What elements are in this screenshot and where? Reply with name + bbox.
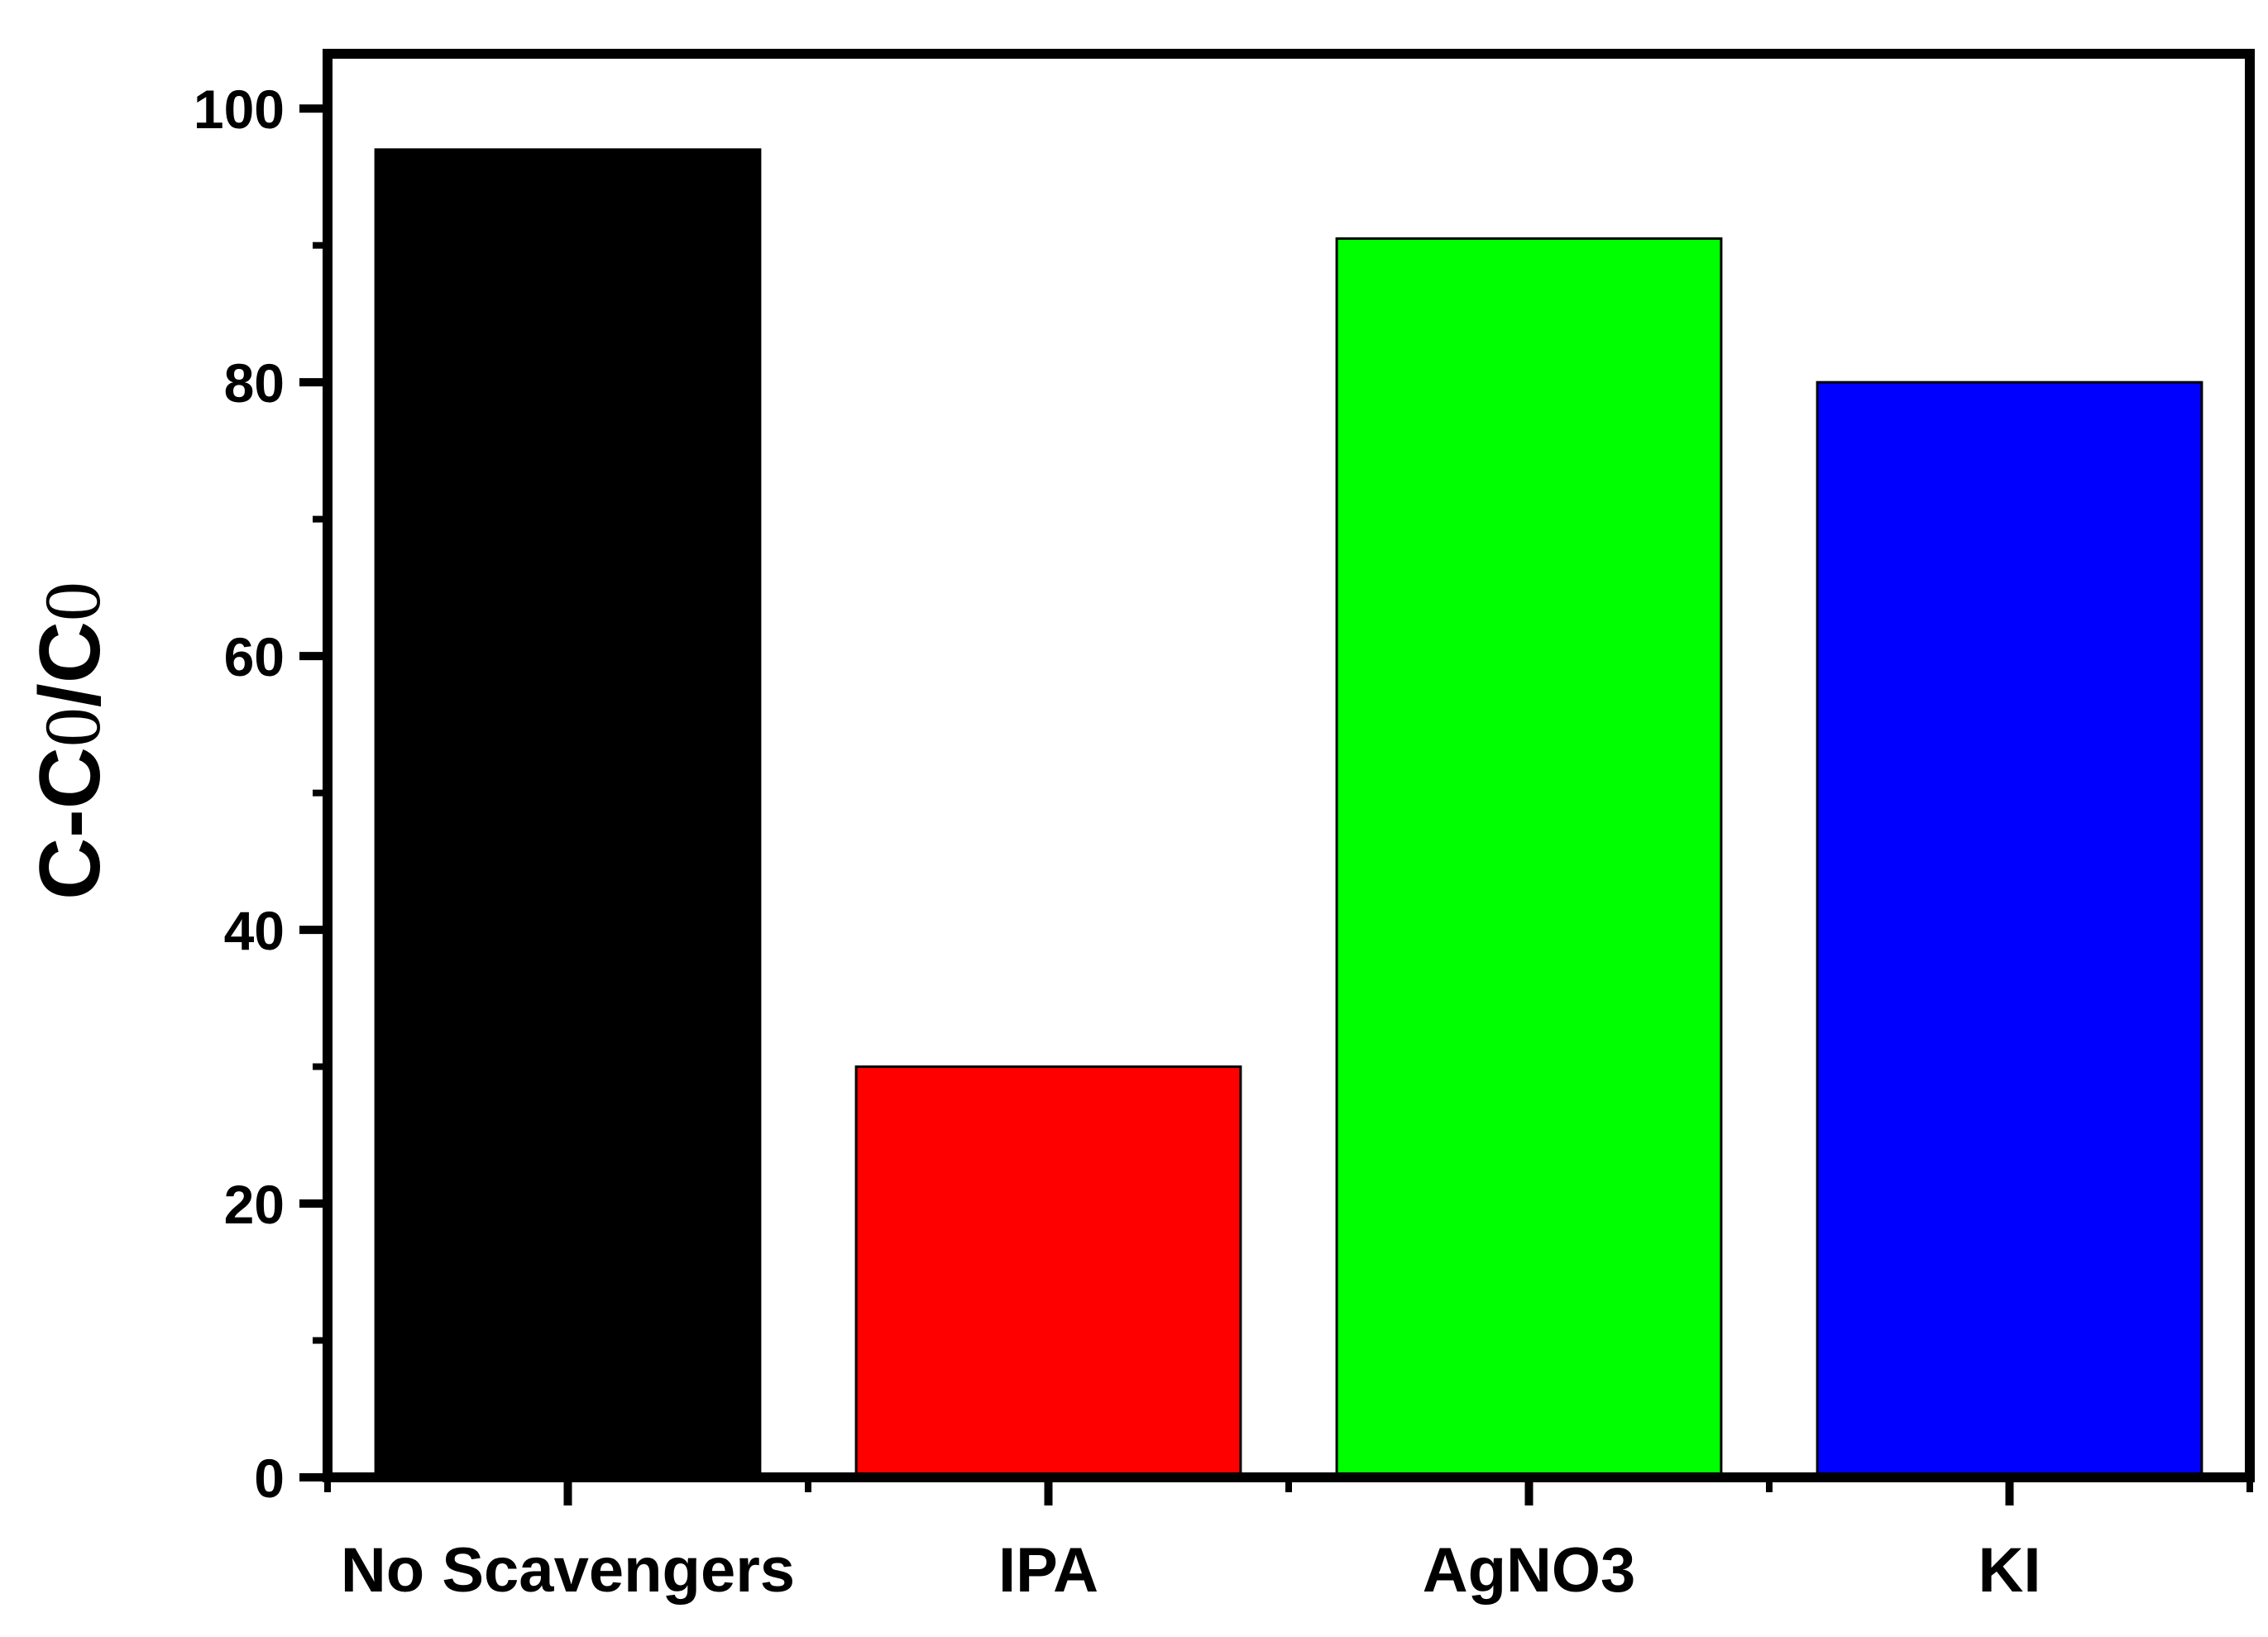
y-tick-label: 60 xyxy=(224,626,285,687)
axis-layer: No Scavengers IPA AgNO3 KI 0 20 40 60 80 100 xyxy=(194,79,2253,1606)
y-axis-label-part-3: /C xyxy=(22,621,118,707)
y-axis-label-part-1: C-C xyxy=(22,747,118,900)
bar-no-scavengers xyxy=(374,148,762,1479)
y-axis-label: C-C0/C0 xyxy=(22,582,118,900)
y-tick-label: 20 xyxy=(224,1174,285,1235)
y-axis-label-part-2: 0 xyxy=(28,707,117,747)
y-tick-label: 80 xyxy=(224,352,285,414)
bars-layer xyxy=(374,148,2203,1479)
x-tick-label: KI xyxy=(1979,1535,2041,1606)
x-tick-label: No Scavengers xyxy=(341,1535,795,1606)
y-tick-label: 100 xyxy=(194,79,285,140)
x-tick-label: IPA xyxy=(998,1535,1098,1606)
y-axis-label-part-4: 0 xyxy=(28,582,117,621)
bar-ki xyxy=(1816,381,2203,1479)
y-tick-label: 40 xyxy=(224,900,285,961)
x-tick-label: AgNO3 xyxy=(1423,1535,1636,1606)
svg-text:C-C0/C0: C-C0/C0 xyxy=(22,582,118,900)
bar-ipa xyxy=(854,1065,1242,1479)
y-tick-label: 0 xyxy=(254,1448,285,1509)
bar-agno3 xyxy=(1335,237,1723,1479)
